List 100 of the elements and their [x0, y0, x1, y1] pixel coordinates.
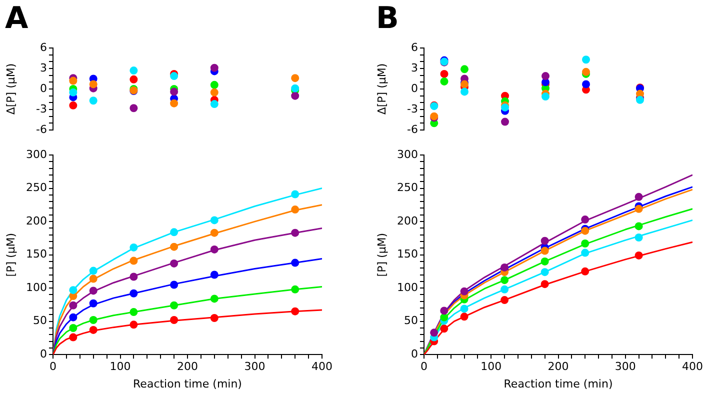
- y-tick-label: 150: [397, 248, 418, 261]
- point: [634, 251, 643, 260]
- point: [170, 301, 178, 310]
- x-tick-label: 200: [177, 360, 198, 374]
- y-tick-label: 6: [411, 40, 418, 54]
- point: [130, 289, 138, 298]
- x-axis-title: Reaction time (min): [133, 377, 242, 390]
- y-tick-label: 250: [26, 181, 47, 194]
- point: [89, 80, 98, 88]
- x-tick-label: 300: [244, 360, 266, 374]
- x-tick-label: 100: [480, 360, 502, 374]
- point: [89, 286, 98, 295]
- point: [634, 192, 643, 201]
- point: [460, 88, 468, 96]
- point: [69, 101, 78, 110]
- chart-title: A: [5, 0, 29, 36]
- point: [460, 287, 468, 296]
- point: [291, 74, 300, 82]
- point: [291, 258, 300, 267]
- point: [69, 76, 78, 85]
- point: [540, 236, 549, 245]
- point: [89, 326, 98, 334]
- point: [130, 272, 138, 281]
- y-tick-label: 300: [26, 148, 47, 161]
- point: [500, 276, 509, 284]
- point: [291, 307, 300, 316]
- point: [500, 285, 509, 294]
- y-tick-label: -3: [36, 102, 47, 116]
- point: [210, 80, 218, 89]
- point: [170, 259, 178, 268]
- point: [440, 77, 448, 86]
- point: [89, 274, 98, 283]
- point: [210, 64, 218, 72]
- point: [170, 88, 178, 96]
- y-tick-label: 50: [33, 314, 47, 328]
- point: [440, 70, 448, 78]
- point: [581, 248, 590, 257]
- point: [170, 99, 178, 108]
- point: [130, 256, 138, 265]
- point: [69, 333, 78, 342]
- y-tick-label: 0: [411, 82, 418, 95]
- point: [210, 270, 218, 279]
- y-tick-label: 0: [40, 82, 47, 95]
- point: [540, 257, 549, 266]
- point: [210, 314, 218, 322]
- point: [210, 88, 218, 96]
- point: [582, 56, 590, 64]
- point: [130, 75, 138, 84]
- point: [89, 96, 98, 105]
- point: [89, 316, 98, 324]
- point: [170, 316, 178, 324]
- y-tick-label: 6: [40, 40, 47, 54]
- point: [89, 266, 98, 275]
- point: [634, 204, 643, 213]
- point: [581, 267, 590, 276]
- point: [291, 228, 300, 237]
- y-tick-label: 0: [411, 347, 418, 360]
- x-tick-label: 200: [548, 360, 569, 374]
- point: [430, 328, 438, 337]
- point: [130, 320, 138, 329]
- y-tick-label: 3: [40, 61, 47, 74]
- point: [69, 313, 78, 322]
- point: [581, 239, 590, 248]
- y-axis-title: [P] (μM): [4, 232, 18, 277]
- y-tick-label: 100: [397, 280, 418, 294]
- y-tick-label: 200: [397, 214, 418, 228]
- point: [440, 313, 448, 322]
- point: [89, 299, 98, 308]
- chart-title: B: [376, 0, 399, 36]
- point: [460, 65, 468, 74]
- point: [540, 246, 549, 255]
- point: [291, 92, 300, 100]
- y-tick-label: 0: [40, 347, 47, 360]
- y-axis-title: Δ[P] (μM): [4, 63, 18, 115]
- y-tick-label: -6: [407, 122, 418, 136]
- x-tick-label: 0: [420, 360, 428, 374]
- point: [170, 280, 178, 289]
- y-axis-title: Δ[P] (μM): [375, 63, 388, 115]
- point: [291, 285, 300, 294]
- point: [210, 245, 218, 254]
- point: [170, 72, 178, 80]
- point: [540, 280, 549, 288]
- point: [210, 100, 218, 108]
- point: [460, 304, 468, 313]
- point: [291, 206, 300, 214]
- y-tick-label: 100: [26, 280, 47, 294]
- point: [581, 216, 590, 224]
- x-axis-title: Reaction time (min): [504, 377, 613, 390]
- point: [69, 88, 78, 96]
- point: [460, 312, 468, 321]
- y-axis-title: [P] (μM): [375, 232, 388, 277]
- y-tick-label: 200: [26, 214, 47, 228]
- point: [500, 296, 509, 304]
- point: [501, 118, 509, 126]
- point: [69, 324, 78, 332]
- point: [540, 268, 549, 276]
- point: [130, 104, 138, 112]
- point: [440, 306, 448, 315]
- x-tick-label: 400: [312, 360, 332, 374]
- point: [634, 234, 643, 242]
